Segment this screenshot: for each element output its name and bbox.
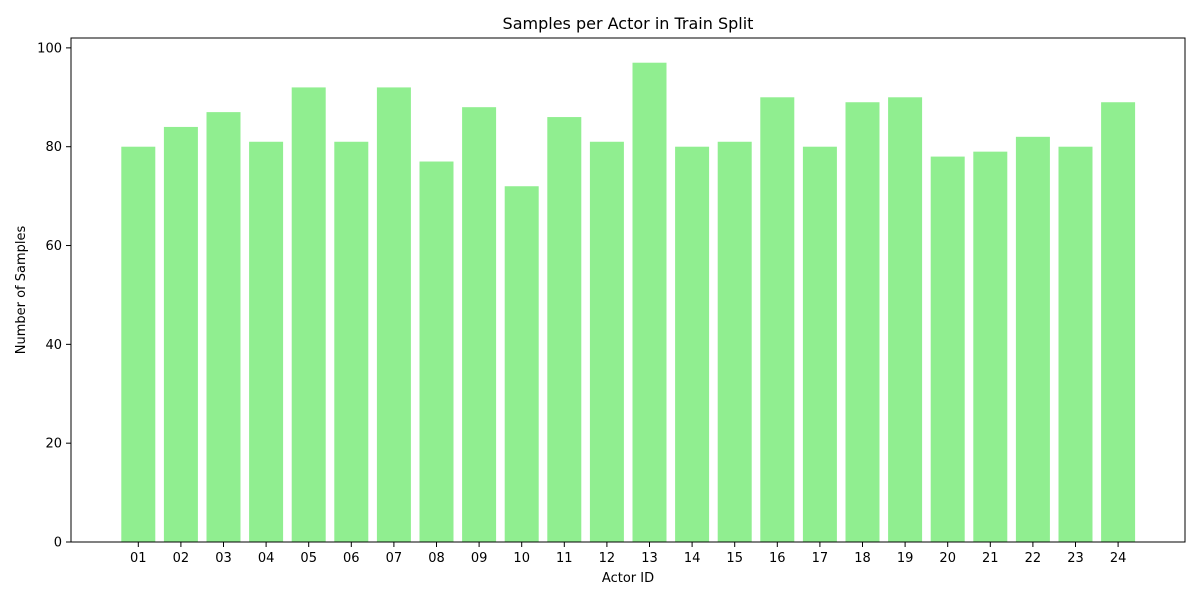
x-axis-label: Actor ID	[602, 571, 654, 586]
bar-10	[504, 186, 539, 543]
bar-07	[376, 87, 411, 542]
bar-01	[121, 146, 156, 542]
bar-21	[973, 151, 1008, 542]
x-tick-label-06: 06	[343, 551, 360, 566]
bar-14	[675, 146, 710, 542]
x-tick-label-17: 17	[812, 551, 829, 566]
x-tick-label-22: 22	[1025, 551, 1042, 566]
plot-frame	[70, 37, 1186, 543]
bars-layer	[121, 62, 1136, 543]
y-tick-label-0: 0	[54, 536, 62, 551]
x-tick-label-16: 16	[769, 551, 786, 566]
bar-24	[1101, 102, 1136, 543]
bar-03	[206, 112, 241, 543]
bar-08	[419, 161, 454, 542]
bar-02	[163, 126, 198, 542]
bar-05	[291, 87, 326, 542]
x-tick-label-05: 05	[300, 551, 317, 566]
x-tick-label-24: 24	[1110, 551, 1127, 566]
y-tick-label-20: 20	[45, 437, 62, 452]
bar-09	[462, 107, 497, 543]
x-tick-label-13: 13	[641, 551, 658, 566]
x-tick-label-09: 09	[471, 551, 488, 566]
bar-13	[632, 62, 667, 543]
y-axis: 0 20 40 60 80 100	[37, 41, 71, 551]
x-tick-label-03: 03	[215, 551, 232, 566]
bar-15	[717, 141, 752, 542]
y-tick-label-100: 100	[37, 41, 62, 56]
x-tick-label-04: 04	[258, 551, 275, 566]
bar-11	[547, 117, 582, 542]
x-tick-label-21: 21	[982, 551, 999, 566]
x-tick-label-07: 07	[386, 551, 403, 566]
y-tick-label-60: 60	[45, 239, 62, 254]
bar-06	[334, 141, 369, 542]
x-tick-label-23: 23	[1067, 551, 1084, 566]
x-tick-label-11: 11	[556, 551, 573, 566]
x-axis: 01 02 03 04 05 06 07 08 09 10 11 12 13 14 15 16 17 18 19 20…	[130, 542, 1126, 566]
x-tick-label-08: 08	[428, 551, 445, 566]
x-tick-label-19: 19	[897, 551, 914, 566]
x-tick-label-10: 10	[513, 551, 530, 566]
bar-19	[888, 97, 923, 542]
x-tick-label-02: 02	[173, 551, 190, 566]
x-tick-label-18: 18	[854, 551, 871, 566]
y-tick-label-40: 40	[45, 338, 62, 353]
x-tick-label-20: 20	[939, 551, 956, 566]
bar-20	[930, 156, 965, 542]
bar-23	[1058, 146, 1093, 542]
x-tick-label-14: 14	[684, 551, 701, 566]
bar-22	[1015, 136, 1050, 542]
x-tick-label-15: 15	[726, 551, 743, 566]
chart-title: Samples per Actor in Train Split	[503, 14, 754, 33]
bar-12	[589, 141, 624, 542]
bar-04	[249, 141, 284, 542]
y-axis-label: Number of Samples	[14, 226, 29, 355]
x-tick-label-01: 01	[130, 551, 147, 566]
bar-18	[845, 102, 880, 543]
bar-16	[760, 97, 795, 542]
x-tick-label-12: 12	[599, 551, 616, 566]
plot-area: 01 02 03 04 05 06 07 08 09 10 11 12 13 14 15 16 17 18 19 20…	[37, 37, 1186, 566]
bar-17	[802, 146, 837, 542]
y-tick-label-80: 80	[45, 140, 62, 155]
